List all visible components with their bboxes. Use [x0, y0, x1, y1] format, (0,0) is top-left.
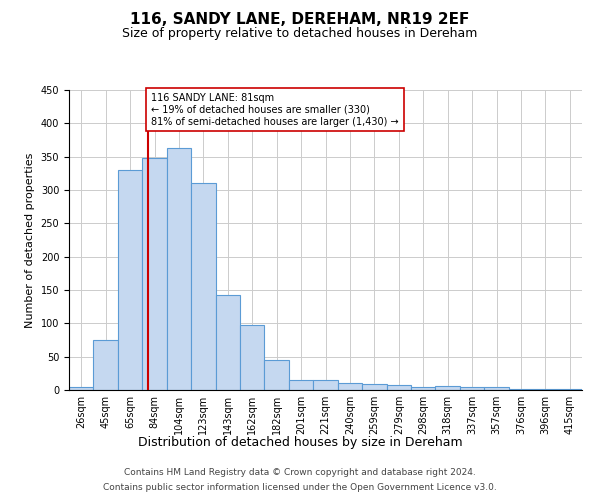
Text: 116, SANDY LANE, DEREHAM, NR19 2EF: 116, SANDY LANE, DEREHAM, NR19 2EF — [130, 12, 470, 28]
Text: Contains HM Land Registry data © Crown copyright and database right 2024.: Contains HM Land Registry data © Crown c… — [124, 468, 476, 477]
Bar — [313, 380, 338, 390]
Bar — [142, 158, 167, 390]
Bar — [265, 360, 289, 390]
Bar — [289, 380, 313, 390]
Bar — [557, 388, 582, 390]
Text: Distribution of detached houses by size in Dereham: Distribution of detached houses by size … — [137, 436, 463, 449]
Bar — [69, 386, 94, 390]
Bar — [94, 340, 118, 390]
Text: Size of property relative to detached houses in Dereham: Size of property relative to detached ho… — [122, 28, 478, 40]
Bar — [484, 388, 509, 390]
Bar — [460, 388, 484, 390]
Bar — [215, 296, 240, 390]
Bar — [411, 388, 436, 390]
Text: 116 SANDY LANE: 81sqm
← 19% of detached houses are smaller (330)
81% of semi-det: 116 SANDY LANE: 81sqm ← 19% of detached … — [151, 94, 399, 126]
Bar — [240, 324, 265, 390]
Bar — [338, 384, 362, 390]
Bar — [118, 170, 142, 390]
Bar — [436, 386, 460, 390]
Bar — [167, 148, 191, 390]
Bar — [191, 184, 215, 390]
Bar — [386, 384, 411, 390]
Bar — [362, 384, 386, 390]
Text: Contains public sector information licensed under the Open Government Licence v3: Contains public sector information licen… — [103, 483, 497, 492]
Y-axis label: Number of detached properties: Number of detached properties — [25, 152, 35, 328]
